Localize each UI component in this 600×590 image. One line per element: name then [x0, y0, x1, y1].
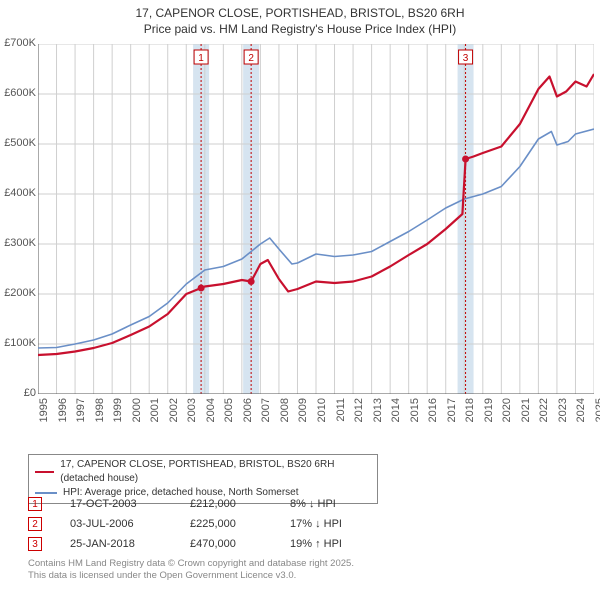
title-address: 17, CAPENOR CLOSE, PORTISHEAD, BRISTOL, … [0, 6, 600, 22]
y-tick-label: £300K [0, 237, 36, 249]
x-tick-label: 2008 [279, 398, 291, 438]
sale-row: 2 03-JUL-2006£225,00017% ↓ HPI [28, 514, 400, 534]
footer: Contains HM Land Registry data © Crown c… [28, 558, 354, 583]
page: 17, CAPENOR CLOSE, PORTISHEAD, BRISTOL, … [0, 0, 600, 590]
x-tick-label: 2021 [520, 398, 532, 438]
x-tick-label: 2024 [575, 398, 587, 438]
sale-delta: 19% ↑ HPI [290, 538, 400, 550]
sale-delta: 17% ↓ HPI [290, 518, 400, 530]
title-block: 17, CAPENOR CLOSE, PORTISHEAD, BRISTOL, … [0, 0, 600, 39]
x-tick-label: 2014 [390, 398, 402, 438]
y-tick-label: £600K [0, 87, 36, 99]
x-tick-label: 2016 [427, 398, 439, 438]
svg-text:1: 1 [198, 53, 204, 64]
legend-label: 17, CAPENOR CLOSE, PORTISHEAD, BRISTOL, … [60, 458, 371, 486]
sale-delta: 8% ↓ HPI [290, 498, 400, 510]
x-tick-label: 2025 [594, 398, 600, 438]
x-tick-label: 2004 [205, 398, 217, 438]
sale-price: £225,000 [190, 518, 290, 530]
x-tick-label: 2002 [168, 398, 180, 438]
sales-table: 1 17-OCT-2003£212,0008% ↓ HPI 2 03-JUL-2006… [28, 494, 400, 554]
x-tick-label: 2011 [335, 398, 347, 438]
y-tick-label: £200K [0, 287, 36, 299]
x-tick-label: 2003 [186, 398, 198, 438]
footer-line2: This data is licensed under the Open Gov… [28, 570, 354, 582]
chart: 1 2 3 [38, 44, 594, 394]
x-tick-label: 2010 [316, 398, 328, 438]
x-tick-label: 2005 [223, 398, 235, 438]
x-tick-label: 2019 [483, 398, 495, 438]
footer-line1: Contains HM Land Registry data © Crown c… [28, 558, 354, 570]
sale-price: £470,000 [190, 538, 290, 550]
sale-marker-box: 3 [28, 537, 42, 551]
sale-marker-box: 2 [28, 517, 42, 531]
y-tick-label: £400K [0, 187, 36, 199]
x-tick-label: 2018 [464, 398, 476, 438]
y-tick-label: £500K [0, 137, 36, 149]
svg-text:3: 3 [463, 53, 469, 64]
title-subtitle: Price paid vs. HM Land Registry's House … [0, 22, 600, 38]
legend-swatch [35, 471, 54, 473]
legend-row: 17, CAPENOR CLOSE, PORTISHEAD, BRISTOL, … [35, 458, 371, 486]
sale-date: 17-OCT-2003 [70, 498, 190, 510]
x-tick-label: 1995 [38, 398, 50, 438]
x-tick-label: 2006 [242, 398, 254, 438]
sale-row: 1 17-OCT-2003£212,0008% ↓ HPI [28, 494, 400, 514]
y-tick-label: £700K [0, 37, 36, 49]
sale-date: 25-JAN-2018 [70, 538, 190, 550]
chart-svg: 1 2 3 [38, 44, 594, 394]
x-tick-label: 2017 [446, 398, 458, 438]
x-tick-label: 2015 [409, 398, 421, 438]
x-tick-label: 2000 [131, 398, 143, 438]
x-tick-label: 1997 [75, 398, 87, 438]
x-tick-label: 1996 [57, 398, 69, 438]
x-tick-label: 2023 [557, 398, 569, 438]
x-tick-label: 1998 [94, 398, 106, 438]
x-tick-label: 2001 [149, 398, 161, 438]
x-tick-label: 2013 [372, 398, 384, 438]
x-tick-label: 1999 [112, 398, 124, 438]
sale-price: £212,000 [190, 498, 290, 510]
sale-date: 03-JUL-2006 [70, 518, 190, 530]
sale-row: 3 25-JAN-2018£470,00019% ↑ HPI [28, 534, 400, 554]
svg-text:2: 2 [248, 53, 254, 64]
y-tick-label: £100K [0, 337, 36, 349]
x-tick-label: 2007 [260, 398, 272, 438]
x-tick-label: 2012 [353, 398, 365, 438]
x-tick-label: 2009 [297, 398, 309, 438]
x-tick-label: 2020 [501, 398, 513, 438]
sale-marker-box: 1 [28, 497, 42, 511]
x-tick-label: 2022 [538, 398, 550, 438]
y-tick-label: £0 [0, 387, 36, 399]
